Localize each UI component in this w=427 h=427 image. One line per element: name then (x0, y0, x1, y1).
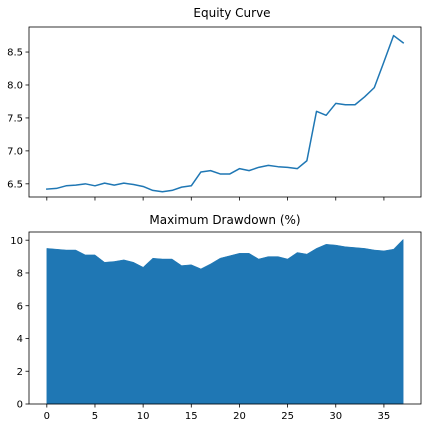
equity-curve-frame (28, 26, 422, 198)
equity-curve-y-tick-label-0: 6.5 (7, 179, 23, 190)
drawdown-frame (28, 231, 422, 405)
equity-curve-line (46, 34, 405, 193)
equity-curve-panel: Equity Curve 6.5 7.0 7.5 8.0 8.5 (7, 6, 422, 201)
drawdown-y-tick-label-1: 2 (17, 367, 23, 378)
drawdown-y-tick-label-4: 8 (17, 269, 23, 280)
equity-curve-title: Equity Curve (193, 6, 270, 20)
drawdown-y-tick-label-2: 4 (17, 334, 23, 345)
equity-curve-y-tick-label-1: 7.0 (7, 146, 23, 157)
drawdown-x-tick-label-0: 0 (44, 411, 50, 422)
drawdown-x-tick-label-5: 25 (281, 411, 294, 422)
drawdown-y-tick-label-3: 6 (17, 301, 23, 312)
drawdown-y-tick-label-0: 0 (17, 400, 23, 411)
drawdown-area (46, 238, 404, 405)
equity-curve-y-tick-label-2: 7.5 (7, 114, 23, 125)
drawdown-panel: Maximum Drawdown (%) 0 2 4 6 8 10 0 5 10 15 20 25 3… (10, 213, 422, 422)
drawdown-x-tick-label-1: 5 (92, 411, 98, 422)
drawdown-y-axis: 0 2 4 6 8 10 (10, 236, 29, 411)
equity-curve-y-axis: 6.5 7.0 7.5 8.0 8.5 (7, 48, 29, 190)
equity-curve-y-tick-label-3: 8.0 (7, 81, 23, 92)
drawdown-title: Maximum Drawdown (%) (149, 213, 300, 227)
drawdown-y-tick-label-5: 10 (10, 236, 23, 247)
drawdown-x-tick-label-2: 10 (137, 411, 150, 422)
drawdown-x-tick-label-3: 15 (185, 411, 198, 422)
drawdown-x-tick-label-6: 30 (329, 411, 342, 422)
drawdown-series (46, 238, 404, 405)
drawdown-x-tick-label-7: 35 (378, 411, 391, 422)
drawdown-x-tick-label-4: 20 (233, 411, 246, 422)
equity-curve-x-axis (46, 197, 385, 201)
equity-curve-series (46, 34, 405, 193)
equity-curve-y-tick-label-4: 8.5 (7, 48, 23, 59)
drawdown-x-axis: 0 5 10 15 20 25 30 35 (44, 404, 391, 422)
